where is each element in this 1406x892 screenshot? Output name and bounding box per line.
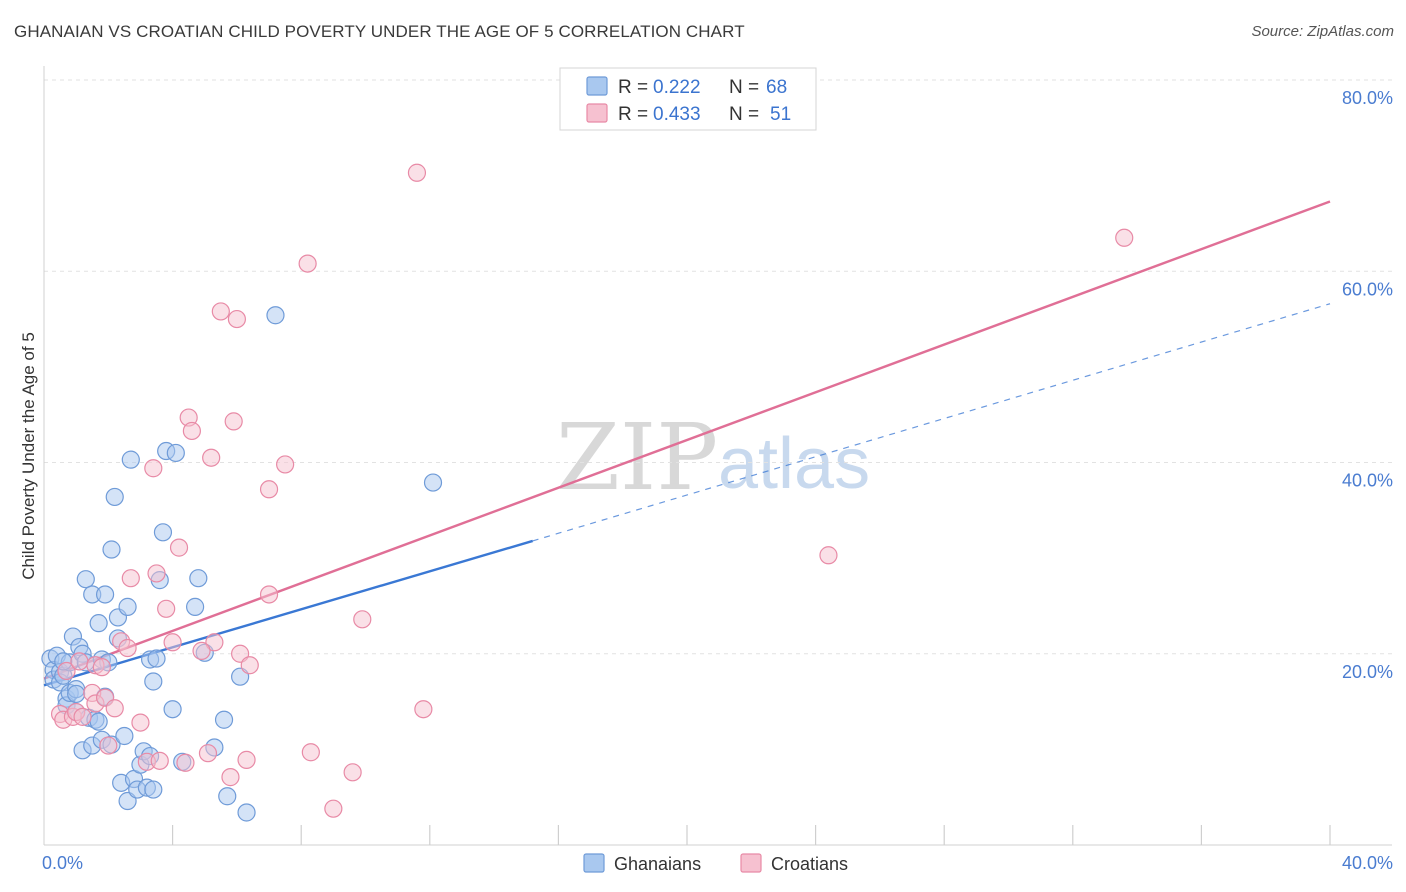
bottom-legend: Ghanaians Croatians xyxy=(583,853,848,874)
bottom-legend-swatch-ghanaians xyxy=(583,853,605,873)
croatians-point xyxy=(414,700,433,719)
ghanaians-point xyxy=(186,597,205,616)
y-tick-label-1: 40.0% xyxy=(1342,471,1393,491)
ghanaians-point xyxy=(67,684,86,704)
legend-n-label-2: N = xyxy=(729,104,759,125)
croatians-point xyxy=(163,633,182,652)
ghanaians-point xyxy=(121,450,140,469)
croatians-point xyxy=(202,448,221,467)
croatians-point xyxy=(70,652,89,671)
croatians-point xyxy=(147,564,166,583)
croatians-point xyxy=(276,455,295,474)
ghanaians-point xyxy=(105,487,124,507)
ghanaians-point xyxy=(237,803,256,822)
trend-lines xyxy=(43,200,1331,687)
y-tick-label-3: 80.0% xyxy=(1342,88,1393,108)
watermark-atlas: atlas xyxy=(718,424,870,504)
legend-r-value-1: 0.222 xyxy=(653,77,701,98)
croatians-point xyxy=(182,421,201,441)
croatians-point xyxy=(105,699,124,718)
y-tick-label-2: 60.0% xyxy=(1342,279,1393,299)
croatians-point xyxy=(131,713,150,732)
croatians-point xyxy=(169,538,189,557)
croatians-point xyxy=(57,661,76,681)
top-legend: R = 0.222 N = 68 R = 0.433 N = 51 xyxy=(559,67,817,131)
x-tick-labels: 0.0% 40.0% xyxy=(42,853,1393,873)
ghanaians-point xyxy=(189,569,208,588)
croatians-point xyxy=(205,633,224,652)
croatians-point xyxy=(157,599,176,618)
axes xyxy=(43,66,1392,846)
croatians-point xyxy=(150,751,169,770)
croatians-point xyxy=(353,610,372,629)
croatians-point xyxy=(298,254,317,273)
ghanaians-point xyxy=(95,585,115,604)
ghanaians-point xyxy=(423,473,443,492)
x-tick-label-1: 40.0% xyxy=(1342,853,1393,873)
croatians-point xyxy=(240,656,259,675)
croatians-point xyxy=(176,753,195,772)
legend-r-label-2: R = xyxy=(618,104,648,125)
croatians-point xyxy=(259,585,279,604)
croatians-point xyxy=(237,750,256,769)
legend-r-label-1: R = xyxy=(618,77,648,98)
ghanaians-point xyxy=(218,787,237,806)
bottom-legend-croatians: Croatians xyxy=(771,854,848,874)
ghanaians-point xyxy=(89,712,108,731)
croatians-point xyxy=(1115,228,1134,247)
ghanaians-point xyxy=(166,443,185,463)
croatians-points xyxy=(50,163,1134,818)
croatians-point xyxy=(73,707,92,726)
watermark: ZIP atlas xyxy=(556,404,870,511)
ghanaians-point xyxy=(76,570,95,589)
ghanaians-point xyxy=(266,306,285,325)
croatians-point xyxy=(343,763,362,782)
croatians-point xyxy=(224,412,243,431)
ghanaians-point xyxy=(102,540,121,559)
legend-swatch-ghanaians xyxy=(586,76,608,96)
ghanaians-point xyxy=(163,700,182,719)
y-tick-label-0: 20.0% xyxy=(1342,662,1393,682)
legend-r-value-2: 0.433 xyxy=(653,104,701,125)
croatians-point xyxy=(819,546,838,565)
croatians-point xyxy=(99,736,118,755)
bottom-legend-ghanaians: Ghanaians xyxy=(614,854,701,874)
croatians-point xyxy=(324,799,343,818)
ghanaians-point xyxy=(144,672,163,691)
y-axis-label: Child Poverty Under the Age of 5 xyxy=(19,332,38,580)
croatians-point xyxy=(227,309,246,329)
croatians-point xyxy=(92,658,111,677)
x-tick-label-0: 0.0% xyxy=(42,853,83,873)
ghanaians-point xyxy=(147,649,166,668)
croatians-point xyxy=(121,569,140,588)
chart-title: GHANAIAN VS CROATIAN CHILD POVERTY UNDER… xyxy=(14,22,745,41)
legend-swatch-croatians xyxy=(586,103,608,123)
gridlines xyxy=(44,79,1392,655)
croatians-point xyxy=(407,163,427,182)
croatians-point xyxy=(301,743,320,762)
legend-n-value-1: 68 xyxy=(766,77,787,98)
ghanaians-point xyxy=(214,710,234,729)
croatians-point xyxy=(211,302,230,321)
legend-n-label-1: N = xyxy=(729,77,759,98)
ghanaians-point xyxy=(118,597,137,616)
croatians-point xyxy=(144,459,163,478)
croatians-point xyxy=(192,641,211,660)
croatians-point xyxy=(118,638,137,658)
ghanaians-trend-line xyxy=(43,539,534,687)
bottom-legend-swatch-croatians xyxy=(740,853,762,873)
ghanaians-point xyxy=(89,614,108,633)
y-tick-labels: 20.0% 40.0% 60.0% 80.0% xyxy=(1342,88,1393,682)
croatians-point xyxy=(221,768,240,787)
ghanaians-point xyxy=(115,726,134,746)
source-label: Source: ZipAtlas.com xyxy=(1251,23,1394,40)
ghanaians-point xyxy=(144,780,163,799)
legend-n-value-2: 51 xyxy=(770,104,791,125)
croatians-point xyxy=(259,480,279,499)
croatians-trend-line xyxy=(43,200,1331,680)
ghanaians-point xyxy=(153,523,173,542)
croatians-point xyxy=(198,744,218,763)
